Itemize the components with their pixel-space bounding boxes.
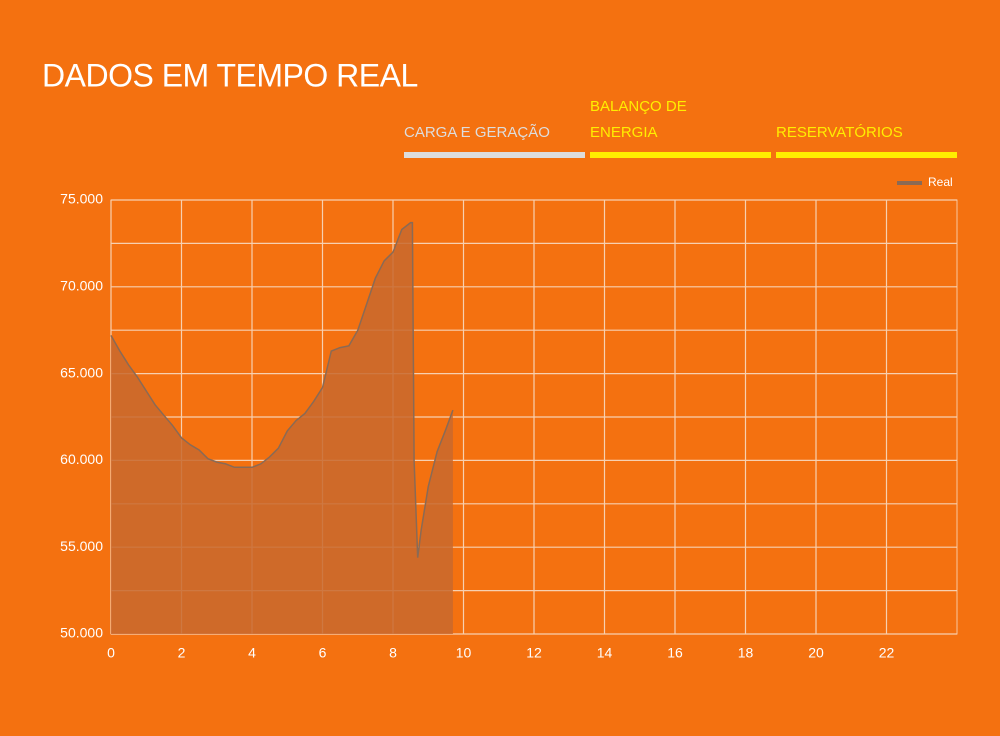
tab-label[interactable]: BALANÇO DE ENERGIA: [590, 98, 687, 141]
x-tick-label: 18: [738, 645, 754, 661]
x-tick-label: 6: [319, 645, 327, 661]
tab-underline[interactable]: [590, 152, 771, 158]
y-tick-label: 65.000: [60, 364, 103, 380]
legend-label: Real: [928, 175, 953, 189]
area: [111, 222, 453, 634]
x-tick-label: 0: [107, 645, 115, 661]
x-tick-label: 20: [808, 645, 824, 661]
x-tick-label: 14: [597, 645, 613, 661]
y-tick-label: 50.000: [60, 625, 103, 641]
y-tick-label: 60.000: [60, 451, 103, 467]
tab-underline[interactable]: [404, 152, 585, 158]
x-tick-label: 2: [178, 645, 186, 661]
x-tick-label: 10: [456, 645, 472, 661]
tab-underline[interactable]: [776, 152, 957, 158]
tab-label[interactable]: CARGA E GERAÇÃO: [404, 124, 550, 141]
y-tick-label: 70.000: [60, 278, 103, 294]
tab-label[interactable]: RESERVATÓRIOS: [776, 124, 903, 141]
x-tick-label: 8: [389, 645, 397, 661]
x-tick-label: 16: [667, 645, 683, 661]
x-tick-label: 12: [526, 645, 542, 661]
y-tick-label: 75.000: [60, 191, 103, 207]
line: [110, 221, 454, 558]
x-tick-label: 22: [879, 645, 895, 661]
page-title: DADOS EM TEMPO REAL: [42, 57, 418, 93]
y-tick-label: 55.000: [60, 538, 103, 554]
x-tick-label: 4: [248, 645, 256, 661]
